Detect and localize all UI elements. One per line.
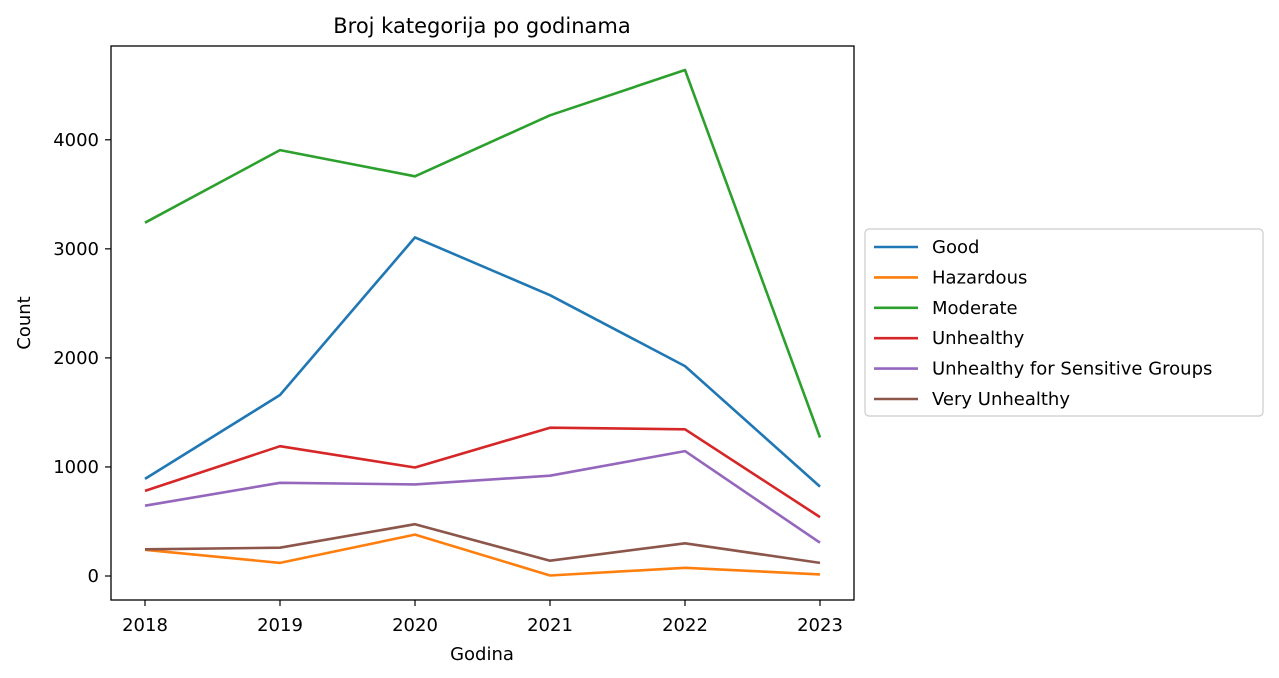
y-tick-label: 2000 [53, 348, 99, 369]
legend-label-4: Unhealthy for Sensitive Groups [932, 359, 1212, 380]
y-tick-label: 4000 [53, 130, 99, 151]
chart-title: Broj kategorija po godinama [333, 14, 630, 38]
plot-area-frame [110, 45, 855, 601]
legend-label-3: Unhealthy [932, 328, 1025, 349]
x-tick-label: 2018 [122, 615, 168, 636]
y-axis-label: Count [14, 296, 35, 349]
x-tick-label: 2020 [392, 615, 438, 636]
y-tick-label: 1000 [53, 457, 99, 478]
legend: Good Hazardous Moderate Unhealthy Unhealthy … [864, 228, 1264, 417]
series-line-3 [144, 426, 821, 519]
y-axis: 0 1000 2000 3000 4000 [53, 130, 111, 587]
y-tick-label: 3000 [53, 239, 99, 260]
series-line-0 [144, 236, 821, 488]
legend-label-0: Good [932, 237, 979, 258]
y-tick-label: 0 [88, 566, 99, 587]
x-tick-label: 2022 [662, 615, 708, 636]
x-tick-label: 2019 [257, 615, 303, 636]
x-tick-label: 2023 [797, 615, 843, 636]
plot-lines [144, 68, 822, 577]
series-line-5 [144, 522, 821, 565]
series-line-2 [144, 68, 822, 438]
x-tick-label: 2021 [527, 615, 573, 636]
series-line-4 [144, 449, 821, 544]
x-axis-label: Godina [450, 644, 514, 665]
series-line-1 [144, 533, 821, 577]
legend-box [864, 228, 1264, 417]
legend-label-1: Hazardous [932, 267, 1027, 288]
legend-label-2: Moderate [932, 298, 1018, 319]
x-axis: 2018 2019 2020 2021 2022 2023 [122, 600, 843, 636]
legend-label-5: Very Unhealthy [932, 389, 1070, 410]
